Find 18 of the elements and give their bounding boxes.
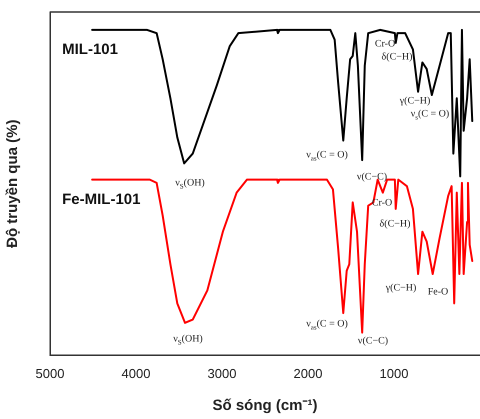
x-tick-label: 3000 — [208, 366, 236, 381]
x-tick-label: 5000 — [36, 366, 64, 381]
x-axis-title: Số sóng (cm⁻¹) — [212, 397, 318, 414]
annotation: Fe-O — [428, 286, 448, 298]
series-label: MIL-101 — [62, 41, 118, 58]
x-tick-label: 2000 — [294, 366, 322, 381]
annotation: γ(C−H) — [384, 282, 416, 294]
annotation: ν(C−C) — [356, 172, 388, 183]
annotation: ν(C−C) — [358, 336, 388, 347]
annotation: δ(C−H) — [382, 52, 412, 63]
x-tick-label: 1000 — [380, 366, 408, 381]
annotation: γ(C−H) — [398, 96, 430, 107]
x-tick-label: 4000 — [122, 366, 150, 381]
annotation: Cr-O — [374, 38, 396, 50]
annotation: δ(C−H) — [380, 218, 410, 230]
y-axis-title: Độ truyền qua (%) — [4, 120, 22, 248]
annotation: Cr-O — [372, 198, 392, 209]
series-label: Fe-MIL-101 — [62, 190, 140, 208]
